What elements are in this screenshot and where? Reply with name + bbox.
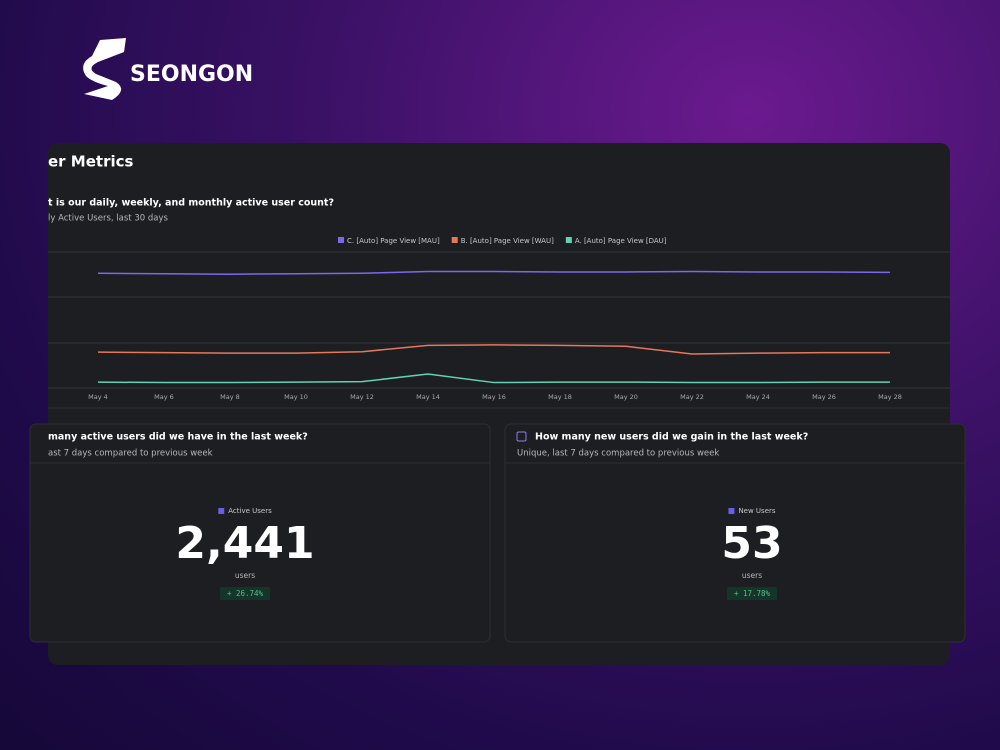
x-tick-label: May 6 (154, 393, 174, 401)
x-tick-label: May 8 (220, 393, 240, 401)
page-title: er Metrics (48, 153, 133, 171)
legend-label: C. [Auto] Page View [MAU] (347, 237, 440, 245)
legend-label: A. [Auto] Page View [DAU] (575, 237, 667, 245)
metric-change: + 26.74% (227, 589, 264, 598)
metric-legend: New Users (738, 507, 775, 515)
series-line (97, 270, 891, 275)
change-pill (727, 587, 777, 600)
chart-question: t is our daily, weekly, and monthly acti… (48, 198, 334, 209)
chart-subtitle: ly Active Users, last 30 days (48, 214, 168, 224)
logo-mark (83, 38, 126, 100)
metric-value: 53 (721, 518, 782, 569)
card (29, 423, 491, 643)
logo-text: SEONGON (130, 62, 253, 87)
x-tick-label: May 22 (680, 393, 704, 401)
x-tick-label: May 16 (482, 393, 506, 401)
x-tick-label: May 18 (548, 393, 572, 401)
x-tick-label: May 20 (614, 393, 638, 401)
change-pill (220, 587, 270, 600)
legend-swatch (728, 508, 735, 514)
metric-unit: users (742, 571, 762, 580)
x-tick-label: May 24 (746, 393, 770, 401)
legend-swatch (218, 508, 225, 514)
card-title: How many new users did we gain in the la… (535, 432, 808, 443)
x-tick-label: May 12 (350, 393, 374, 401)
legend-swatch (451, 237, 458, 243)
card-subtitle: ast 7 days compared to previous week (48, 449, 213, 459)
x-tick-label: May 4 (88, 393, 108, 401)
metric-change: + 17.78% (734, 589, 771, 598)
card-title: many active users did we have in the las… (48, 432, 308, 443)
x-tick-label: May 14 (416, 393, 440, 401)
card-icon (516, 431, 527, 442)
card-subtitle: Unique, last 7 days compared to previous… (517, 449, 719, 459)
legend-swatch (565, 237, 572, 243)
series-line (97, 344, 890, 355)
legend-swatch (338, 237, 344, 243)
series-line (97, 373, 890, 384)
x-tick-label: May 10 (284, 393, 308, 401)
metric-unit: users (235, 571, 255, 580)
x-tick-label: May 26 (812, 393, 836, 401)
x-tick-label: May 28 (878, 393, 902, 401)
metric-value: 2,441 (175, 518, 314, 569)
metric-legend: Active Users (228, 507, 272, 515)
legend-label: B. [Auto] Page View [WAU] (461, 237, 554, 245)
card (504, 423, 966, 643)
